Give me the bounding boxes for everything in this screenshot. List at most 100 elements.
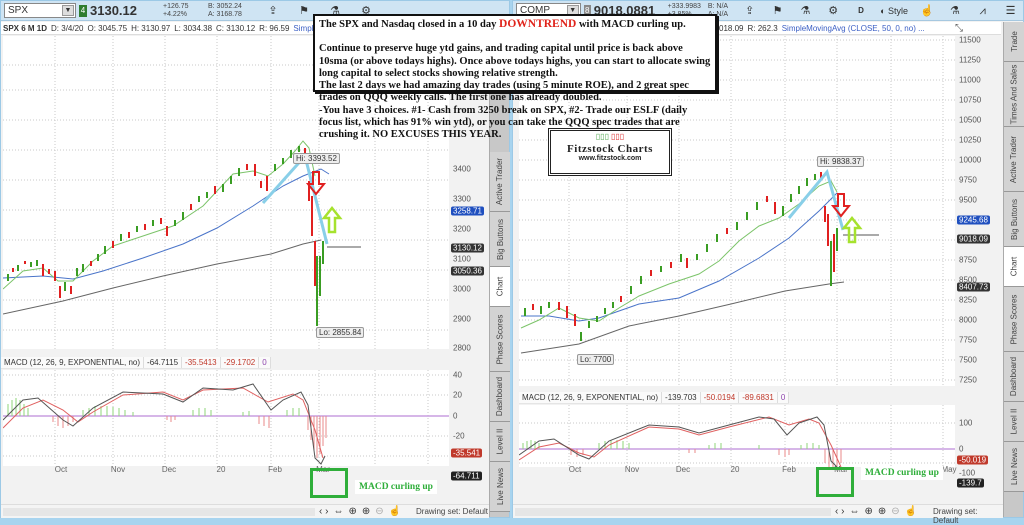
chart-bottom-bar: ‹ › ⇔ ⊕ ⊕ ⊖ ☝ Drawing set: Default bbox=[513, 504, 1003, 525]
link-group-icon[interactable]: 4 bbox=[79, 4, 87, 17]
macd-highlight-box bbox=[310, 468, 348, 498]
spx-macd-plot[interactable] bbox=[2, 370, 449, 466]
tab-phase-scores[interactable]: Phase Scores bbox=[1004, 287, 1024, 352]
aggregation-button[interactable]: D bbox=[858, 5, 864, 15]
drawing-tools-icon[interactable]: ☝ bbox=[920, 4, 935, 17]
price-change: +126.75 +4.22% bbox=[163, 2, 189, 18]
pan-hand-icon[interactable]: ☝ bbox=[904, 506, 918, 517]
comp-price-plot[interactable]: Hi: 9838.37 Lo: 7700 bbox=[519, 36, 955, 386]
crosshair-icon[interactable]: ⊕ bbox=[348, 506, 357, 517]
tab-chart[interactable]: Chart bbox=[1004, 247, 1024, 287]
bar-range: R: 262.3 bbox=[747, 23, 778, 33]
macd-highlight-box bbox=[816, 467, 854, 497]
macd-value-tag: -64.711 bbox=[451, 471, 482, 481]
tab-level-ii[interactable]: Level II bbox=[1004, 402, 1024, 442]
zoom-in-icon[interactable]: ⊕ bbox=[361, 506, 371, 517]
last-price-tag: 9018.09 bbox=[957, 234, 990, 244]
patterns-icon[interactable]: ⩘ bbox=[979, 4, 986, 17]
annotation-paragraph: -You have 3 choices. #1- Cash from 3250 … bbox=[319, 104, 688, 141]
symbol-value: COMP bbox=[520, 5, 550, 16]
downtrend-highlight: DOWNTREND bbox=[499, 18, 577, 30]
sma200-price-tag: 3050.36 bbox=[451, 266, 484, 276]
low-label: Lo: 7700 bbox=[577, 354, 615, 365]
bar-close: C: 3130.12 bbox=[216, 23, 256, 33]
expand-icon[interactable]: ⇔ bbox=[333, 506, 344, 517]
tab-live-news[interactable]: Live News bbox=[1004, 442, 1024, 492]
horizontal-scrollbar[interactable] bbox=[3, 508, 315, 516]
pan-hand-icon[interactable]: ☝ bbox=[388, 506, 402, 517]
zoom-in-icon[interactable]: ⊕ bbox=[877, 506, 887, 517]
share-icon[interactable]: ⇪ bbox=[745, 4, 755, 17]
drawing-set-selector[interactable]: Drawing set: Default bbox=[933, 507, 978, 525]
symbol-selector[interactable]: SPX ▼ bbox=[4, 3, 76, 18]
bar-low: L: 3034.38 bbox=[174, 23, 213, 33]
annotation-paragraph: Continue to preserve huge ytd gains, and… bbox=[319, 43, 711, 79]
studies-flask-icon[interactable]: ⚗ bbox=[330, 4, 340, 17]
macd-header: MACD (12, 26, 9, EXPONENTIAL, no) -64.71… bbox=[1, 357, 271, 369]
crosshair-icon[interactable]: ⊕ bbox=[864, 506, 873, 517]
last-price: 3130.12 bbox=[90, 3, 137, 18]
horizontal-scrollbar[interactable] bbox=[515, 508, 831, 516]
macd-axis[interactable]: 40 20 0 -20 -35.541 -64.711 bbox=[451, 370, 483, 481]
tab-live-news[interactable]: Live News bbox=[490, 462, 510, 512]
alert-icon[interactable]: ⚑ bbox=[299, 4, 309, 17]
sma200-price-tag: 8407.73 bbox=[957, 282, 990, 292]
tab-dashboard[interactable]: Dashboard bbox=[1004, 352, 1024, 402]
menu-icon[interactable]: ☰ bbox=[1005, 4, 1016, 17]
studies-flask-icon[interactable]: ⚗ bbox=[800, 4, 811, 17]
drawing-set-selector[interactable]: Drawing set: Default bbox=[416, 507, 489, 516]
tab-big-buttons[interactable]: Big Buttons bbox=[1004, 192, 1024, 247]
price-axis[interactable]: 3400 3300 3200 3100 3000 2900 2800 3258.… bbox=[451, 164, 484, 353]
commentary-annotation: The SPX and Nasdaq closed in a 10 day DO… bbox=[313, 14, 717, 140]
high-label: Hi: 3393.52 bbox=[293, 153, 340, 164]
chevron-down-icon[interactable]: ▼ bbox=[62, 5, 74, 16]
low-label: Lo: 2855.84 bbox=[316, 327, 365, 338]
macd-axis[interactable]: 100 0 -100 -50.019 -139.7 bbox=[957, 418, 989, 488]
tab-big-buttons[interactable]: Big Buttons bbox=[490, 212, 510, 267]
zoom-out-icon[interactable]: ⊖ bbox=[375, 506, 384, 517]
alert-icon[interactable]: ⚑ bbox=[772, 4, 783, 17]
macd-value-tag: -139.7 bbox=[957, 478, 984, 488]
right-side-tabs: Trade Times And Sales Active Trader Big … bbox=[1003, 22, 1024, 517]
bid-ask: B: 3052.24 A: 3168.78 bbox=[208, 2, 242, 18]
studies-icon[interactable]: ⚗ bbox=[950, 4, 960, 17]
sma50-price-tag: 9245.68 bbox=[957, 215, 990, 225]
chart-bottom-bar: ‹ › ⇔ ⊕ ⊕ ⊖ ☝ Drawing set: Default bbox=[1, 504, 489, 518]
price-axis[interactable]: 11500 11250 11000 10750 10500 10250 1000… bbox=[957, 35, 990, 385]
chart-title: SPX 6 M 1D bbox=[3, 23, 48, 33]
bar-open: O: 3045.75 bbox=[87, 23, 128, 33]
tab-trade[interactable]: Trade bbox=[1004, 22, 1024, 62]
study-label[interactable]: Simple bbox=[293, 23, 318, 33]
zoom-out-icon[interactable]: ⊖ bbox=[891, 506, 900, 517]
tab-dashboard[interactable]: Dashboard bbox=[490, 372, 510, 422]
bid-ask: B: N/A A: N/A bbox=[707, 2, 729, 18]
macd-avg-tag: -50.019 bbox=[957, 455, 989, 465]
bar-date: D: 3/4/20 bbox=[51, 23, 84, 33]
tab-chart[interactable]: Chart bbox=[490, 267, 510, 307]
gear-icon[interactable]: ⚙ bbox=[361, 4, 371, 17]
expand-icon[interactable]: ⇔ bbox=[849, 506, 860, 517]
sma50-price-tag: 3258.71 bbox=[451, 206, 484, 216]
tab-phase-scores[interactable]: Phase Scores bbox=[490, 307, 510, 372]
bar-close: 018.09 bbox=[719, 23, 744, 33]
macd-header: MACD (12, 26, 9, EXPONENTIAL, no) -139.7… bbox=[519, 392, 790, 404]
left-side-tabs: Active Trader Big Buttons Chart Phase Sc… bbox=[489, 22, 510, 517]
study-label[interactable]: SimpleMovingAvg (CLOSE, 50, 0, no) ... bbox=[781, 23, 925, 33]
scroll-arrows-icon[interactable]: ‹ › bbox=[319, 506, 329, 517]
gear-icon[interactable]: ⚙ bbox=[828, 4, 839, 17]
scroll-arrows-icon[interactable]: ‹ › bbox=[835, 506, 845, 517]
link-group-icon[interactable]: 8 bbox=[583, 4, 591, 17]
tab-times-and-sales[interactable]: Times And Sales bbox=[1004, 62, 1024, 127]
high-label: Hi: 9838.37 bbox=[817, 156, 864, 167]
fitzstock-logo: ▯▯▯ ▯▯▯ Fitzstock Charts www.fitzstock.c… bbox=[548, 128, 672, 176]
candlestick-logo-icon: ▯▯▯ ▯▯▯ bbox=[595, 132, 625, 141]
tab-level-ii[interactable]: Level II bbox=[490, 422, 510, 462]
tab-active-trader[interactable]: Active Trader bbox=[490, 152, 510, 212]
bar-range: R: 96.59 bbox=[259, 23, 290, 33]
share-icon[interactable]: ⇪ bbox=[268, 4, 278, 17]
tab-active-trader[interactable]: Active Trader bbox=[1004, 127, 1024, 192]
comp-macd-plot[interactable] bbox=[518, 405, 955, 468]
macd-avg-tag: -35.541 bbox=[451, 448, 483, 458]
style-button[interactable]: ◐ Style bbox=[880, 5, 909, 16]
chart-settings-icon[interactable]: ⤡ bbox=[955, 23, 963, 34]
